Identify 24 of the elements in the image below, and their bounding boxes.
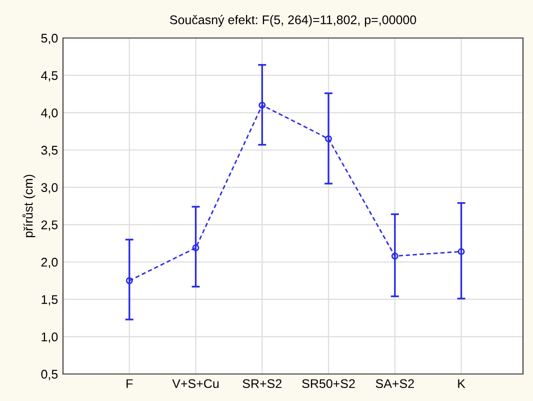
y-tick-label: 3,0 [41,183,58,194]
point [258,102,266,109]
y-tick-label: 2,0 [41,258,58,268]
point [325,135,332,142]
point [391,252,398,260]
y-tick-label: 3,5 [41,146,58,156]
point [126,277,133,284]
y-tick-label: 4,5 [41,71,58,82]
y-tick-label: 4,0 [41,108,58,119]
x-tick-label: K [458,379,466,388]
x-tick-label: SR+S2 [242,379,282,388]
x-tick-label: F [126,379,133,388]
y-tick-label: 0,5 [41,370,58,380]
y-tick-label: 2,5 [41,220,58,231]
chart-title: Současný efekt: F(5, 264)=11,802, p=,00000 [170,14,416,27]
x-tick-label: V+S+Cu [172,379,219,388]
y-axis-title: přírůst (cm) [22,174,36,238]
y-tick-label: 5,0 [41,34,58,44]
y-tick-label: 1,0 [42,332,58,343]
x-tick-label: SR50+S2 [302,379,355,388]
point [192,244,200,252]
x-tick-label: SA+S2 [376,379,414,388]
y-tick-label: 1,5 [42,295,58,306]
point [458,248,465,256]
